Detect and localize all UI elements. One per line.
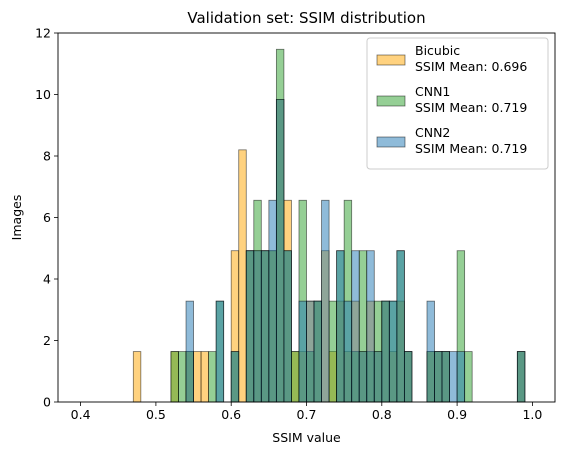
x-axis: 0.4 0.5 0.6 0.7 0.8 0.9 1.0 <box>71 402 542 422</box>
y-tick-label: 12 <box>35 26 51 41</box>
bar-cnn2-35 <box>343 300 353 403</box>
bar-cnn2-41 <box>388 300 398 403</box>
legend-label: SSIM Mean: 0.696 <box>415 59 527 74</box>
bar-cnn2-43 <box>403 351 413 403</box>
chart-title: Validation set: SSIM distribution <box>187 9 425 27</box>
bar-cnn1-17 <box>208 351 217 403</box>
bar-cnn2-27 <box>283 250 292 403</box>
y-tick-label: 8 <box>43 149 51 164</box>
bar-cnn2-37 <box>358 351 368 403</box>
x-tick-label: 0.6 <box>221 407 241 422</box>
legend-box <box>366 37 549 170</box>
x-tick-label: 0.8 <box>372 407 392 422</box>
legend-label: Bicubic <box>415 43 460 58</box>
bar-cnn2-26 <box>275 99 285 403</box>
bar-cnn2-23 <box>253 250 262 403</box>
bar-cnn2-18 <box>215 300 225 403</box>
legend-label: SSIM Mean: 0.719 <box>415 100 527 115</box>
bar-cnn2-30 <box>306 300 315 403</box>
legend-swatch <box>376 95 406 107</box>
y-tick-label: 4 <box>43 272 51 287</box>
bar-cnn1-33 <box>328 300 338 403</box>
legend-swatch <box>376 136 406 148</box>
bar-cnn2-39 <box>373 351 383 403</box>
bar-cnn1-28 <box>291 351 300 403</box>
y-tick-label: 10 <box>35 87 51 102</box>
bar-cnn2-24 <box>260 250 270 403</box>
y-tick-label: 6 <box>43 210 51 225</box>
bar-cnn1-13 <box>178 351 187 403</box>
bar-cnn2-46 <box>426 300 435 403</box>
bar-cnn2-50 <box>456 351 466 403</box>
bar-cnn2-47 <box>434 351 443 403</box>
bar-cnn2-22 <box>245 250 255 403</box>
legend-label: SSIM Mean: 0.719 <box>415 141 527 156</box>
bar-cnn2-20 <box>230 351 240 403</box>
bar-cnn2-40 <box>381 300 390 403</box>
legend-label: CNN1 <box>415 84 450 99</box>
bar-bicubic-16 <box>200 351 210 403</box>
bar-cnn2-48 <box>441 351 450 403</box>
y-axis-label: Images <box>9 195 24 241</box>
bar-cnn2-58 <box>516 351 526 403</box>
bar-cnn2-29 <box>298 300 307 403</box>
bar-cnn1-51 <box>464 351 473 403</box>
x-tick-label: 0.7 <box>297 407 317 422</box>
bars-group <box>132 48 526 403</box>
bar-cnn2-38 <box>366 250 375 403</box>
x-axis-label: SSIM value <box>272 430 341 445</box>
bar-cnn2-31 <box>313 300 322 403</box>
bar-cnn2-14 <box>185 300 194 403</box>
y-tick-label: 2 <box>43 333 51 348</box>
bar-cnn1-12 <box>170 351 179 403</box>
x-tick-label: 0.5 <box>146 407 166 422</box>
bar-cnn2-36 <box>351 250 360 403</box>
y-axis: 0 2 4 6 8 10 12 <box>35 26 58 410</box>
legend-swatch <box>376 54 406 66</box>
bar-bicubic-15 <box>193 351 202 403</box>
bar-cnn2-42 <box>396 250 405 403</box>
bar-cnn2-25 <box>268 199 277 403</box>
y-tick-label: 0 <box>43 395 51 410</box>
bar-cnn2-32 <box>321 199 330 403</box>
bar-bicubic-7 <box>132 351 142 403</box>
bar-bicubic-21 <box>238 149 247 403</box>
x-tick-label: 0.4 <box>71 407 91 422</box>
legend-label: CNN2 <box>415 125 450 140</box>
bar-cnn2-49 <box>449 351 458 403</box>
bar-cnn2-34 <box>336 250 345 403</box>
x-tick-label: 1.0 <box>522 407 542 422</box>
x-tick-label: 0.9 <box>447 407 467 422</box>
